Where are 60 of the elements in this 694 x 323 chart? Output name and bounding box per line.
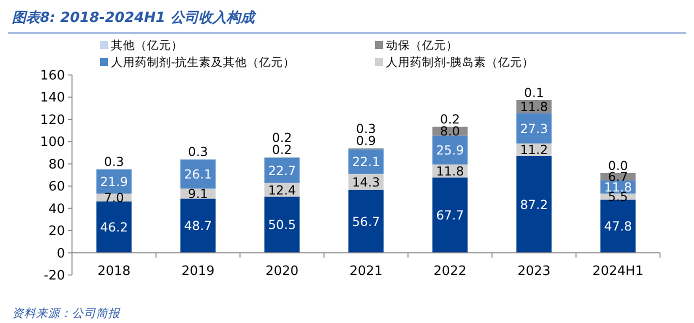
data-label: 0.3 <box>104 154 124 169</box>
x-tick-label: 2023 <box>517 264 551 279</box>
data-label: 9.1 <box>188 186 208 202</box>
legend-label: 人用药制剂-抗生素及其他（亿元） <box>111 55 296 69</box>
data-label: 0.1 <box>524 84 544 100</box>
bar <box>264 158 300 183</box>
data-label: 0.0 <box>608 158 628 173</box>
bar <box>96 169 132 194</box>
data-label: 27.3 <box>520 120 548 136</box>
x-tick-label: 2022 <box>433 264 467 279</box>
data-label: 22.7 <box>268 162 296 178</box>
x-tick-label: 2021 <box>349 264 383 279</box>
data-label: 48.7 <box>184 218 212 234</box>
y-tick-label: 60 <box>48 180 65 195</box>
data-label: 11.2 <box>520 142 548 158</box>
bar <box>96 201 132 253</box>
bar <box>264 196 300 253</box>
data-label: 0.9 <box>356 133 376 148</box>
data-label: 0.3 <box>188 144 208 160</box>
y-tick-label: 100 <box>40 135 65 150</box>
text: 资料来源：公司简报 <box>12 306 121 320</box>
data-label: 21.9 <box>100 174 128 189</box>
x-tick-label: 2020 <box>265 264 299 279</box>
y-tick-label: 0 <box>56 246 65 262</box>
legend-label: 其他（亿元） <box>111 38 183 52</box>
data-label: 50.5 <box>268 217 296 232</box>
y-tick-label: 160 <box>40 68 65 84</box>
bar <box>516 156 552 253</box>
data-label: 22.1 <box>352 154 380 170</box>
bar <box>516 113 552 144</box>
bar <box>600 200 636 253</box>
data-label: 11.8 <box>436 164 464 178</box>
bar <box>180 198 216 253</box>
data-label: 67.7 <box>436 208 464 223</box>
x-tick-label: 2024H1 <box>592 264 644 279</box>
data-label: 12.4 <box>268 182 296 198</box>
x-tick-label: 2019 <box>181 264 215 279</box>
x-tick-label: 2018 <box>97 264 131 279</box>
y-tick-label: -20 <box>44 268 65 284</box>
bar <box>432 178 468 253</box>
legend-label: 人用药制剂-胰岛素（亿元） <box>386 55 534 69</box>
chart-title: 图表8: 2018-2024H1 公司收入构成 <box>12 10 256 26</box>
y-tick-label: 80 <box>48 157 65 172</box>
y-tick-label: 140 <box>40 90 65 106</box>
data-label: 11.8 <box>520 99 548 114</box>
data-label: 14.3 <box>352 174 380 190</box>
data-label: 7.0 <box>104 190 124 206</box>
data-label: 47.8 <box>604 218 632 234</box>
data-label: 25.9 <box>436 142 464 158</box>
data-label: 46.2 <box>100 220 128 235</box>
bar <box>348 190 384 253</box>
data-label: 26.1 <box>184 166 212 182</box>
data-label: 0.3 <box>356 121 376 136</box>
bar <box>180 160 216 189</box>
legend-label: 动保（亿元） <box>386 38 458 52</box>
y-tick-label: 120 <box>40 112 65 128</box>
data-label: 87.2 <box>520 196 548 212</box>
y-tick-label: 20 <box>48 224 65 240</box>
y-tick-label: 40 <box>48 202 65 217</box>
data-label: 56.7 <box>352 214 380 229</box>
